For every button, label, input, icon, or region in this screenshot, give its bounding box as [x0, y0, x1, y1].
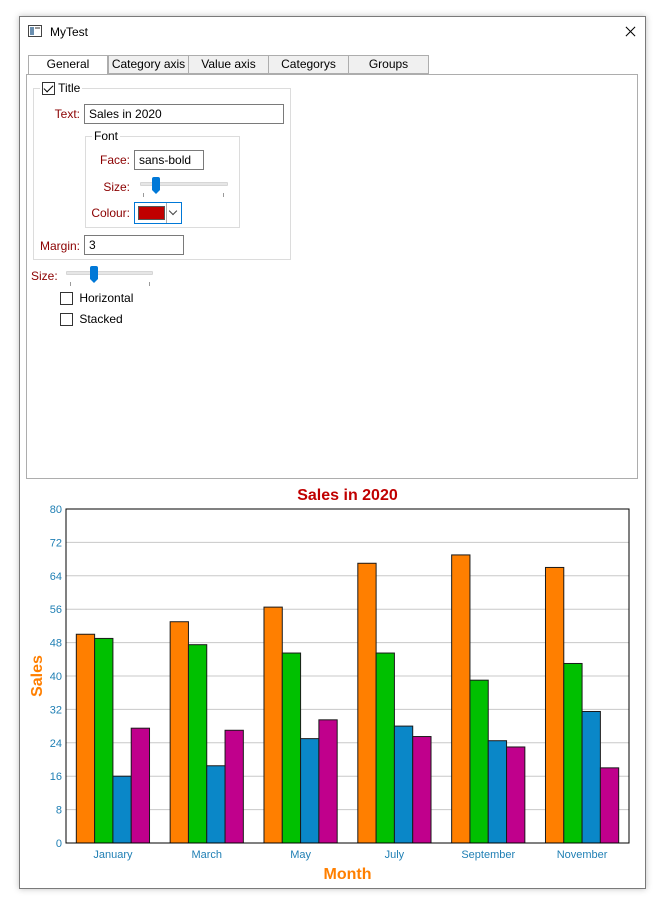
chart-title: Sales in 2020	[297, 487, 398, 504]
y-tick-label: 80	[50, 504, 62, 516]
chevron-down-icon[interactable]	[166, 203, 181, 223]
font-group-label: Font	[92, 129, 121, 143]
bar	[112, 775, 132, 844]
size-label: Size:	[103, 180, 130, 194]
font-group: Font Face: sans-bold Size: Colour:	[85, 129, 240, 228]
bar	[469, 679, 489, 844]
bar	[94, 637, 114, 844]
bar	[375, 652, 395, 844]
bar	[300, 738, 320, 844]
x-tick-label: January	[93, 849, 133, 861]
bar-chart: January March May July September November 0 8 16…	[29, 487, 630, 883]
face-label: Face:	[99, 153, 130, 167]
main-window: MyTest General Category axis Value axis …	[19, 16, 646, 889]
chart-area: January March May July September November 0 8 16…	[20, 482, 645, 888]
x-tick-label: September	[461, 849, 515, 861]
tab-category-axis[interactable]: Category axis	[108, 55, 189, 74]
y-tick-label: 24	[50, 738, 62, 750]
bar	[75, 633, 96, 844]
bar	[187, 644, 208, 844]
bar	[412, 736, 432, 844]
bar	[393, 725, 414, 844]
y-tick-label: 32	[50, 704, 62, 716]
horizontal-label: Horizontal	[79, 291, 134, 305]
slider-tick	[143, 193, 144, 197]
title-checkbox-row[interactable]: Title	[40, 81, 83, 96]
title-bar: MyTest	[20, 17, 645, 47]
bar	[224, 729, 244, 844]
y-tick-label: 56	[50, 604, 62, 616]
y-axis-title: Sales	[29, 655, 46, 697]
title-checkbox-label: Title	[58, 81, 81, 95]
colour-swatch	[138, 206, 165, 220]
stacked-option[interactable]: Stacked	[60, 312, 123, 327]
slider-tick	[223, 193, 224, 197]
size-slider[interactable]	[66, 271, 153, 275]
x-tick-label: March	[191, 849, 222, 861]
window-title: MyTest	[50, 25, 89, 39]
y-tick-label: 8	[56, 805, 62, 817]
slider-tick	[70, 282, 71, 286]
slider-tick	[149, 282, 150, 286]
bar	[544, 566, 565, 844]
bar	[263, 606, 283, 844]
y-tick-label: 40	[50, 671, 62, 683]
tab-value-axis[interactable]: Value axis	[188, 55, 269, 74]
bar	[169, 621, 189, 844]
bar	[506, 746, 526, 844]
bar	[487, 740, 508, 844]
stacked-checkbox[interactable]	[60, 313, 73, 327]
stacked-label: Stacked	[79, 312, 123, 326]
title-checkbox[interactable]	[42, 82, 55, 96]
bar	[451, 554, 471, 844]
tab-groups[interactable]: Groups	[348, 55, 429, 74]
size-slider-thumb[interactable]	[89, 266, 98, 283]
bar	[581, 710, 601, 844]
app-icon	[28, 25, 42, 37]
horizontal-checkbox[interactable]	[60, 292, 73, 306]
bar	[599, 767, 620, 844]
bar	[281, 652, 302, 844]
bar	[130, 727, 151, 844]
bar	[563, 662, 583, 844]
margin-input[interactable]: 3	[84, 235, 184, 255]
y-tick-label: 72	[50, 537, 62, 549]
bar	[318, 719, 338, 844]
size-label: Size:	[31, 269, 58, 283]
title-text-input[interactable]: Sales in 2020	[84, 104, 284, 124]
tab-general[interactable]: General	[28, 55, 108, 75]
horizontal-option[interactable]: Horizontal	[60, 291, 134, 306]
bar	[357, 562, 377, 844]
plot-border	[65, 508, 630, 844]
bar	[206, 765, 226, 844]
title-group: Title Text: Sales in 2020 Font Face: san…	[33, 81, 291, 260]
y-tick-label: 48	[50, 638, 62, 650]
tab-categorys[interactable]: Categorys	[268, 55, 349, 74]
text-label: Text:	[54, 107, 80, 121]
x-axis-title: Month	[324, 866, 372, 883]
x-tick-label: May	[290, 849, 311, 861]
colour-label: Colour:	[91, 206, 130, 220]
x-tick-label: November	[557, 849, 608, 861]
font-size-slider[interactable]	[140, 182, 228, 186]
font-size-slider-thumb[interactable]	[152, 177, 160, 194]
margin-label: Margin:	[39, 239, 80, 253]
close-button[interactable]	[615, 17, 645, 47]
colour-picker[interactable]	[134, 202, 182, 224]
y-tick-label: 0	[56, 838, 62, 850]
general-panel: Title Text: Sales in 2020 Font Face: san…	[26, 74, 638, 479]
face-input[interactable]: sans-bold	[134, 150, 204, 170]
y-tick-label: 16	[50, 771, 62, 783]
x-tick-label: July	[385, 849, 405, 861]
y-tick-label: 64	[50, 571, 62, 583]
